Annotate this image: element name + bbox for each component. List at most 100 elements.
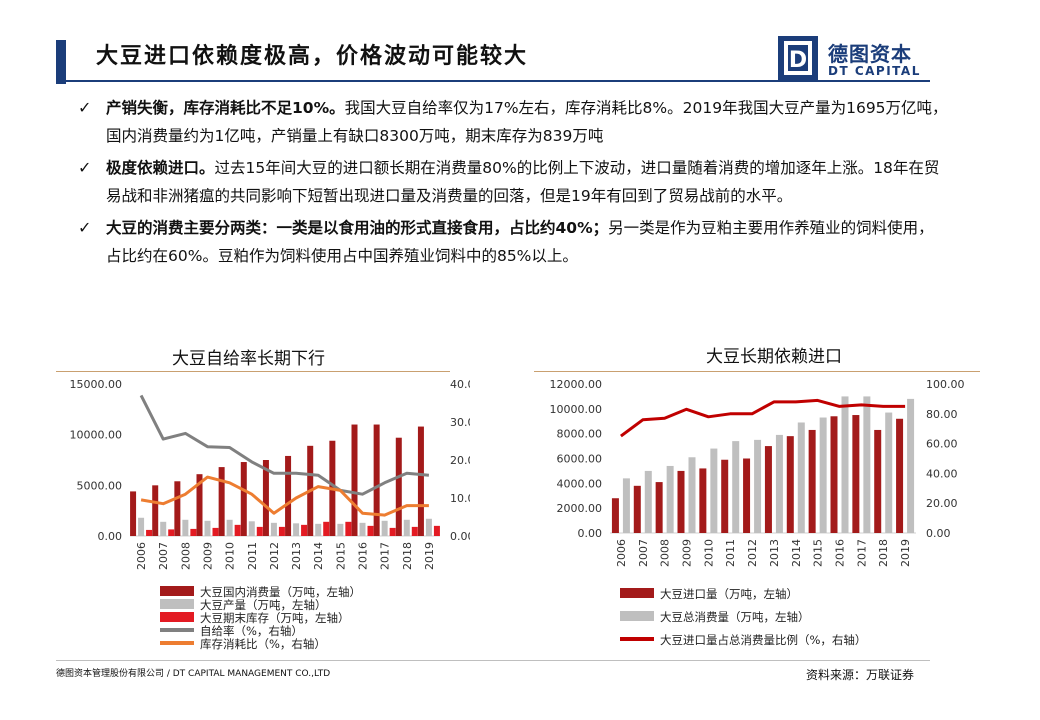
bar-2 xyxy=(885,412,893,533)
bar-1 xyxy=(786,436,794,533)
x-tick-label: 2019 xyxy=(899,539,912,567)
series-line-2 xyxy=(140,475,429,517)
legend-label: 大豆产量（万吨，左轴） xyxy=(200,598,327,612)
bar-2 xyxy=(688,457,696,533)
bar-1 xyxy=(808,429,816,533)
x-tick-label: 2018 xyxy=(401,542,414,570)
bar-3 xyxy=(389,527,396,536)
x-tick-label: 2014 xyxy=(312,542,325,570)
legend-swatch xyxy=(160,586,194,596)
y-left-tick-label: 4000.00 xyxy=(557,477,603,490)
bar-2 xyxy=(315,523,322,536)
y-right-tick-label: 40.00 xyxy=(926,467,958,480)
x-tick-label: 2014 xyxy=(790,539,803,567)
y-right-tick-label: 20.00 xyxy=(926,497,958,510)
y-right-tick-label: 80.00 xyxy=(926,408,958,421)
chart-title-left: 大豆自给率长期下行 xyxy=(172,349,325,369)
bullet-item: ✓ 产销失衡，库存消耗比不足10%。我国大豆自给率仅为17%左右，库存消耗比8%… xyxy=(78,94,948,150)
bar-2 xyxy=(381,520,388,536)
logo-mark-letter: D xyxy=(789,48,807,73)
bar-2 xyxy=(775,434,783,533)
bar-2 xyxy=(160,521,167,536)
y-right-tick-label: 0.00 xyxy=(450,530,470,543)
legend-label: 大豆总消费量（万吨，左轴） xyxy=(660,610,810,624)
bar-2 xyxy=(863,396,871,533)
y-left-tick-label: 10000.00 xyxy=(550,403,603,416)
bar-1 xyxy=(174,481,181,536)
x-tick-label: 2010 xyxy=(224,542,237,570)
bullet-heading: 极度依赖进口。 xyxy=(106,159,215,177)
bar-2 xyxy=(666,465,674,533)
x-tick-label: 2017 xyxy=(379,542,392,570)
bullet-item: ✓ 极度依赖进口。过去15年间大豆的进口额长期在消费量80%的比例上下波动，进口… xyxy=(78,154,948,210)
bullet-heading: 大豆的消费主要分两类：一类是以食用油的形式直接食用，占比约40%； xyxy=(106,219,609,237)
x-tick-label: 2008 xyxy=(659,539,672,567)
x-tick-label: 2019 xyxy=(423,542,436,570)
dt-logo-icon: D xyxy=(778,36,818,80)
bar-3 xyxy=(278,526,285,536)
legend-label: 自给率（%，右轴） xyxy=(200,624,303,638)
x-tick-label: 2009 xyxy=(681,539,694,567)
bar-1 xyxy=(764,446,772,533)
chart-import-dependence: 0.00 2000.00 4000.00 6000.00 8000.00 10000.00… xyxy=(550,378,965,647)
x-tick-label: 2012 xyxy=(746,539,759,567)
x-tick-label: 2007 xyxy=(637,539,650,567)
bullet-item: ✓ 大豆的消费主要分两类：一类是以食用油的形式直接食用，占比约40%；另一类是作… xyxy=(78,214,948,270)
bar-1 xyxy=(699,468,707,533)
bar-2 xyxy=(248,521,255,536)
bar-1 xyxy=(874,429,882,533)
x-tick-label: 2008 xyxy=(179,542,192,570)
title-accent-bar xyxy=(56,40,66,84)
bar-1 xyxy=(351,424,358,536)
bar-2 xyxy=(710,448,718,533)
checkmark-icon: ✓ xyxy=(78,158,92,177)
x-tick-label: 2018 xyxy=(877,539,890,567)
x-tick-label: 2013 xyxy=(290,542,303,570)
y-right-tick-label: 20.00 xyxy=(450,454,470,467)
legend-label: 库存消耗比（%，右轴） xyxy=(200,637,326,651)
series-line-1 xyxy=(139,394,430,496)
bar-2 xyxy=(359,522,366,536)
bar-3 xyxy=(323,521,330,536)
bar-2 xyxy=(270,522,277,536)
legend-swatch xyxy=(160,612,194,622)
series-line-1 xyxy=(620,398,906,438)
bar-1 xyxy=(373,424,380,536)
chart-rule-left xyxy=(56,371,450,372)
bar-1 xyxy=(830,416,838,533)
legend-label: 大豆期末库存（万吨，左轴） xyxy=(200,611,350,625)
y-left-tick-label: 6000.00 xyxy=(557,453,603,466)
x-tick-label: 2015 xyxy=(334,542,347,570)
legend-label: 大豆进口量（万吨，左轴） xyxy=(660,587,798,601)
bar-2 xyxy=(425,518,432,536)
x-tick-label: 2011 xyxy=(724,539,737,567)
bar-1 xyxy=(262,460,269,536)
y-left-tick-label: 5000.00 xyxy=(77,479,123,492)
legend-label: 大豆进口量占总消费量比例（%，右轴） xyxy=(660,633,866,647)
x-tick-label: 2012 xyxy=(268,542,281,570)
y-left-tick-label: 0.00 xyxy=(98,530,123,543)
x-tick-label: 2006 xyxy=(135,542,148,570)
bar-3 xyxy=(367,525,374,536)
legend-swatch xyxy=(620,611,654,621)
x-tick-label: 2011 xyxy=(246,542,259,570)
bar-1 xyxy=(677,470,685,533)
bar-2 xyxy=(622,478,630,533)
legend-swatch xyxy=(620,588,654,598)
x-tick-label: 2016 xyxy=(834,539,847,567)
bar-2 xyxy=(819,417,827,533)
bar-3 xyxy=(168,529,175,536)
header-divider xyxy=(56,80,930,82)
logo-chinese-name: 德图资本 xyxy=(828,42,912,66)
chart-title-right: 大豆长期依赖进口 xyxy=(706,347,842,367)
bar-2 xyxy=(138,517,145,536)
bar-2 xyxy=(337,523,344,536)
checkmark-icon: ✓ xyxy=(78,218,92,237)
bar-3 xyxy=(190,528,197,536)
y-left-tick-label: 15000.00 xyxy=(70,378,123,391)
bar-1 xyxy=(896,418,904,533)
legend-label: 大豆国内消费量（万吨，左轴） xyxy=(200,585,361,599)
bullet-text: 我国大豆自给率仅为17%左右，库存消耗比8%。2019年我国大豆产量为1695万… xyxy=(106,99,948,145)
bar-1 xyxy=(218,467,225,536)
company-logo: D 德图资本 DT CAPITAL xyxy=(778,36,938,82)
